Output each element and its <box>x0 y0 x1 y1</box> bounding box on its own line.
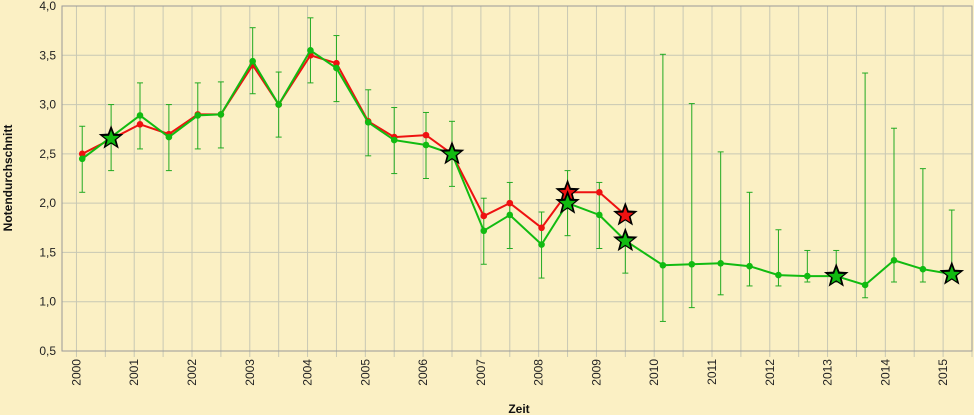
x-tick-label: 2003 <box>243 359 257 386</box>
star-marker <box>443 145 461 162</box>
data-point <box>775 271 782 279</box>
x-tick-label: 2014 <box>878 359 892 386</box>
star-marker <box>103 130 120 146</box>
data-point <box>596 211 603 219</box>
data-point <box>422 141 430 149</box>
data-point <box>919 265 927 273</box>
x-axis-title: Zeit <box>508 402 529 415</box>
data-point <box>333 64 340 72</box>
data-point <box>480 212 488 220</box>
data-point <box>596 189 603 196</box>
y-tick-label: 1,0 <box>39 295 56 309</box>
data-point <box>422 131 430 139</box>
x-tick-label: 2001 <box>127 359 141 386</box>
y-tick-label: 3,0 <box>39 98 56 112</box>
data-point <box>480 227 488 235</box>
data-point <box>333 59 340 67</box>
x-tick-label: 2013 <box>821 359 835 386</box>
star-marker <box>617 232 634 248</box>
x-tick-label: 2002 <box>185 359 199 386</box>
x-tick-label: 2000 <box>69 359 83 386</box>
x-tick-label: 2015 <box>936 359 950 386</box>
data-point <box>746 262 753 270</box>
data-point <box>890 257 898 264</box>
y-tick-label: 3,5 <box>39 48 56 62</box>
plot-border <box>61 5 973 352</box>
star-marker <box>828 268 845 284</box>
series-line-0 <box>81 54 626 230</box>
star-marker <box>943 266 960 282</box>
grid-lines <box>62 5 973 357</box>
star-marker <box>617 207 634 223</box>
data-point <box>506 199 514 207</box>
y-tick-label: 4,0 <box>39 0 56 13</box>
y-tick-label: 1,5 <box>39 245 56 259</box>
data-point <box>275 101 282 108</box>
x-tick-label: 2011 <box>705 359 719 385</box>
data-point <box>78 150 86 158</box>
x-tick-label: 2005 <box>358 359 372 386</box>
data-point <box>538 241 545 248</box>
data-point <box>217 111 225 118</box>
y-axis-title: Notendurchschnitt <box>1 125 15 232</box>
y-tick-label: 2,5 <box>39 147 56 161</box>
data-point <box>659 261 667 269</box>
data-point <box>861 281 869 289</box>
data-point <box>307 47 314 54</box>
x-tick-label: 2004 <box>301 359 315 386</box>
data-point <box>136 120 144 128</box>
data-point <box>688 260 696 268</box>
x-tick-label: 2008 <box>532 359 546 386</box>
data-point <box>165 133 173 141</box>
y-tick-label: 2,0 <box>39 196 56 210</box>
data-point <box>390 136 398 144</box>
data-point <box>506 211 514 219</box>
data-point <box>194 112 202 119</box>
data-point <box>136 112 144 119</box>
data-point <box>249 57 256 65</box>
x-tick-label: 2009 <box>589 359 603 386</box>
x-tick-label: 2010 <box>647 359 661 386</box>
data-point <box>78 155 86 163</box>
x-axis-ticks: 2000 2001 2002 2003 2004 2005 2006 2007 2008 2009… <box>69 359 950 386</box>
star-marker <box>559 195 576 211</box>
star-markers <box>98 125 965 287</box>
data-point <box>804 272 811 280</box>
x-tick-label: 2006 <box>416 359 430 386</box>
plot-area <box>62 6 972 351</box>
data-point <box>538 224 545 232</box>
x-tick-label: 2007 <box>474 359 488 386</box>
y-axis-ticks: 0,5 1,0 1,5 2,0 2,5 3,0 3,5 4,0 <box>39 0 56 358</box>
x-tick-label: 2012 <box>763 359 777 386</box>
y-tick-label: 0,5 <box>39 344 56 358</box>
data-point <box>717 259 724 267</box>
data-point <box>364 119 372 126</box>
